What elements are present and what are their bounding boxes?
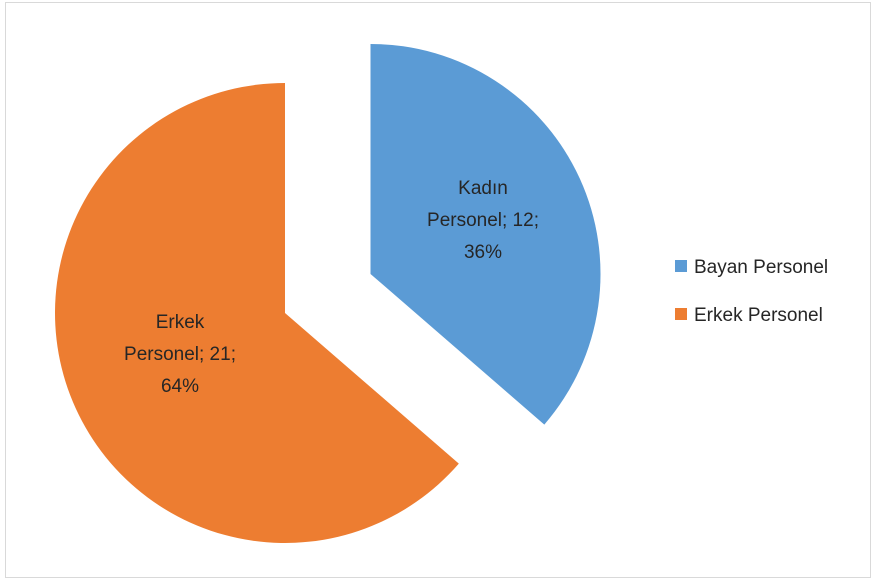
legend-swatch-bayan — [675, 260, 687, 272]
legend-swatch-erkek — [675, 308, 687, 320]
data-label-line: 36% — [464, 242, 502, 263]
data-label-1: Erkek Personel; 21; 64% — [124, 312, 236, 397]
legend-label-bayan: Bayan Personel — [694, 257, 828, 278]
data-label-line: Personel; 12; — [427, 210, 539, 231]
data-label-line: Erkek — [156, 312, 205, 333]
pie-slices — [54, 43, 601, 543]
legend-label-erkek: Erkek Personel — [694, 305, 823, 326]
data-label-line: Kadın — [458, 178, 508, 199]
data-labels: Kadın Personel; 12; 36% Erkek Personel; 21; 6… — [124, 178, 539, 397]
pie-slice-1 — [54, 83, 459, 543]
data-label-line: Personel; 21; — [124, 344, 236, 365]
data-label-line: 64% — [161, 376, 199, 397]
data-label-0: Kadın Personel; 12; 36% — [427, 178, 539, 263]
legend: Bayan Personel Erkek Personel — [675, 257, 828, 326]
pie-slice-0 — [370, 43, 601, 425]
